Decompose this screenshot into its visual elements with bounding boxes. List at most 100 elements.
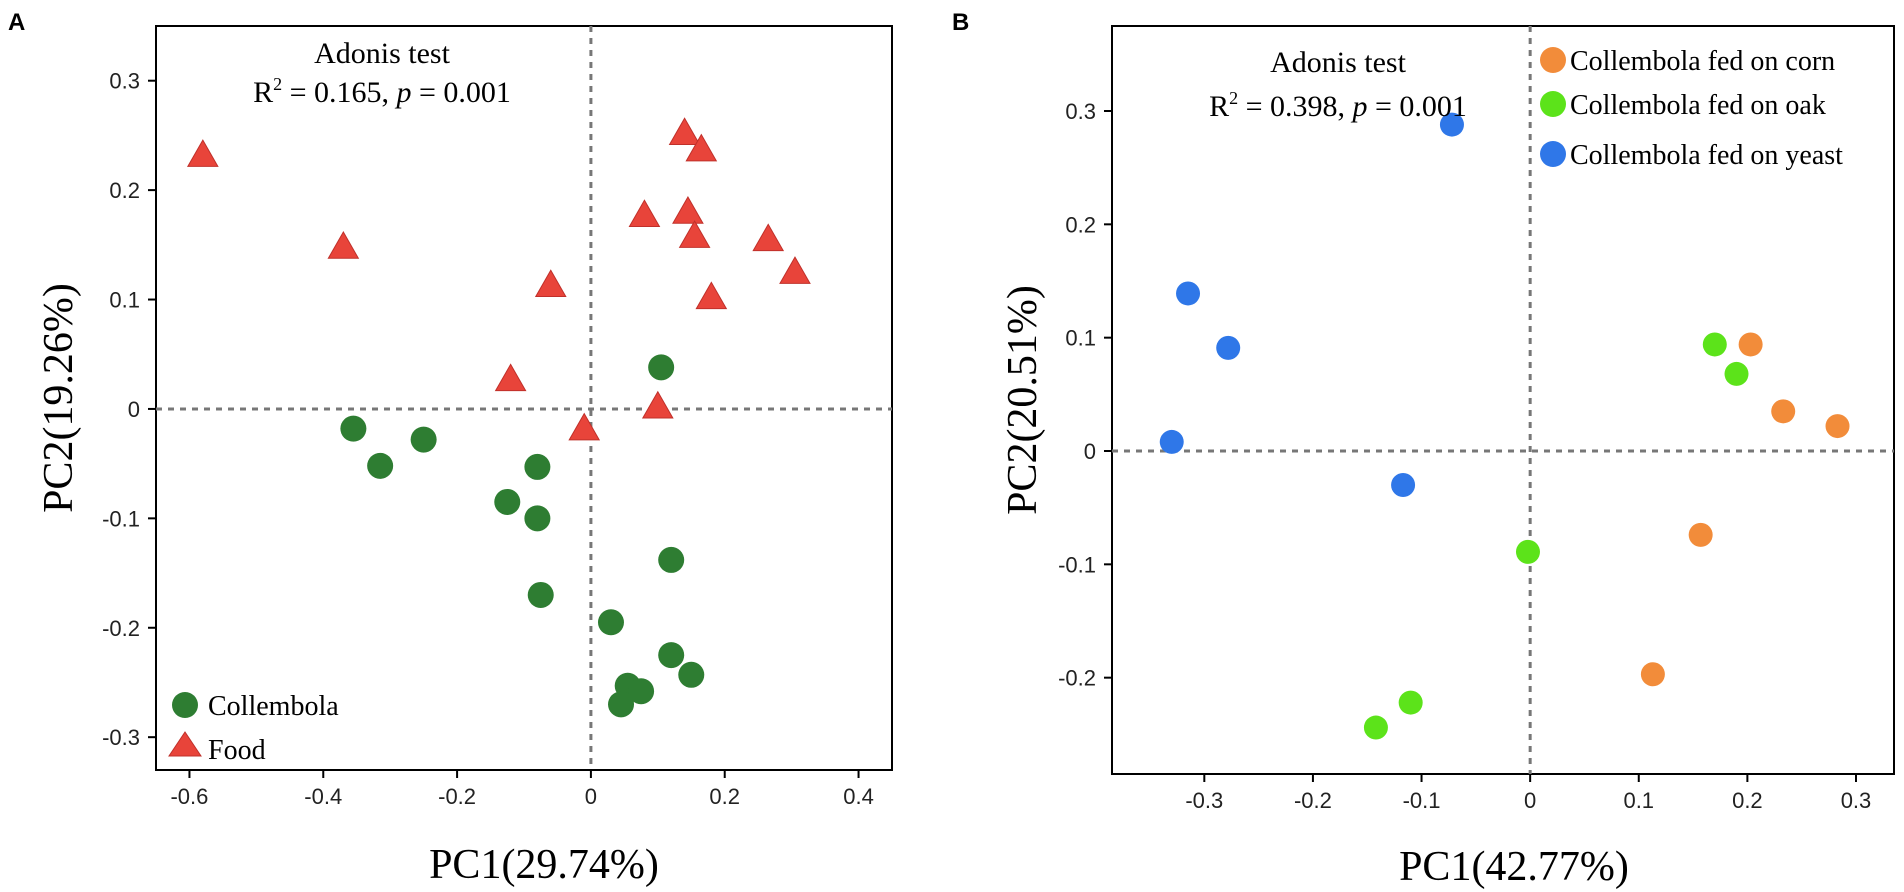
point-collembola xyxy=(658,546,685,573)
x-tick-label: -0.2 xyxy=(438,784,476,809)
y-tick-label: -0.1 xyxy=(1058,552,1096,577)
point-collembola-fed-on-oak xyxy=(1398,690,1423,715)
point-collembola-fed-on-yeast xyxy=(1216,335,1241,360)
point-collembola xyxy=(367,452,394,479)
r-label-b: R xyxy=(1209,90,1229,123)
point-food xyxy=(779,256,811,284)
point-collembola-fed-on-corn xyxy=(1688,522,1713,547)
stat-text-a: = 0.165, xyxy=(282,76,396,109)
point-food xyxy=(186,139,219,167)
y-tick-label: 0.2 xyxy=(1065,212,1096,237)
r-label-a: R xyxy=(253,76,273,109)
x-tick-label: 0.2 xyxy=(709,784,740,809)
point-food xyxy=(695,281,728,310)
x-tick-label: 0 xyxy=(585,784,597,809)
annotation-stat-a: R2 = 0.165, p = 0.001 xyxy=(253,74,511,109)
point-collembola-fed-on-oak xyxy=(1702,332,1727,357)
point-collembola-fed-on-oak xyxy=(1515,539,1540,564)
x-tick-label: 0.1 xyxy=(1623,788,1654,813)
x-tick-label: 0.2 xyxy=(1732,788,1763,813)
legend-label-yeast: Collembola fed on yeast xyxy=(1570,140,1843,171)
legend-label-collembola: Collembola xyxy=(208,691,339,722)
y-tick-label: 0.2 xyxy=(109,178,140,203)
y-axis-title-b: PC2(20.51%) xyxy=(1000,285,1046,515)
point-collembola-fed-on-corn xyxy=(1825,414,1850,439)
point-food xyxy=(668,117,701,145)
x-tick-label: 0.4 xyxy=(843,784,874,809)
panel-a-letter: A xyxy=(8,9,25,36)
legend-label-oak: Collembola fed on oak xyxy=(1570,90,1826,121)
point-food xyxy=(641,390,674,419)
x-tick-label: 0 xyxy=(1524,788,1536,813)
point-collembola xyxy=(340,415,367,442)
x-ticks-b: -0.3 -0.2 -0.1 0 0.1 0.2 0.3 xyxy=(1185,774,1871,813)
p-label-a: p xyxy=(395,76,412,109)
legend-label-food: Food xyxy=(208,735,266,766)
y-tick-label: -0.2 xyxy=(102,616,140,641)
point-collembola-fed-on-yeast xyxy=(1176,281,1201,306)
y-tick-label: 0.1 xyxy=(109,288,140,313)
y-axis-title-a: PC2(19.26%) xyxy=(36,283,82,513)
x-axis-title-b: PC1(42.77%) xyxy=(1399,844,1629,890)
point-food xyxy=(628,199,661,228)
p-text-b: = 0.001 xyxy=(1368,90,1467,123)
x-axis-title-a: PC1(29.74%) xyxy=(429,842,659,888)
y-tick-label: 0 xyxy=(128,397,140,422)
p-label-b: p xyxy=(1351,90,1368,123)
x-tick-label: 0.3 xyxy=(1841,788,1872,813)
point-collembola xyxy=(678,661,705,688)
point-collembola xyxy=(628,678,655,705)
y-tick-label: 0.3 xyxy=(1065,99,1096,124)
point-collembola xyxy=(524,505,551,532)
chart-panel-b: -0.3 -0.2 -0.1 0 0.1 0.2 0.3 0.3 0.2 0.1 0 -0.1 -0.… xyxy=(1000,25,1895,890)
point-collembola-fed-on-corn xyxy=(1771,399,1796,424)
legend-marker-corn xyxy=(1540,47,1566,73)
annotation-stat-b: R2 = 0.398, p = 0.001 xyxy=(1209,88,1467,123)
points-a xyxy=(186,117,811,718)
point-food xyxy=(494,363,527,392)
y-tick-label: 0.3 xyxy=(109,69,140,94)
point-collembola-fed-on-oak xyxy=(1724,361,1749,386)
point-collembola xyxy=(608,691,635,718)
x-tick-label: -0.4 xyxy=(304,784,342,809)
point-collembola xyxy=(524,453,551,480)
x-ticks-a: -0.6 -0.4 -0.2 0 0.2 0.4 xyxy=(170,770,874,809)
legend-marker-oak xyxy=(1540,91,1566,117)
y-ticks-b: 0.3 0.2 0.1 0 -0.1 -0.2 xyxy=(1058,99,1112,691)
stat-text-b: = 0.398, xyxy=(1238,90,1352,123)
annotation-title-b: Adonis test xyxy=(1270,46,1407,79)
y-tick-label: -0.3 xyxy=(102,725,140,750)
legend-label-corn: Collembola fed on corn xyxy=(1570,46,1835,77)
point-collembola xyxy=(527,581,554,608)
plot-frame-a xyxy=(155,25,893,771)
y-tick-label: 0 xyxy=(1084,439,1096,464)
point-food xyxy=(752,223,785,252)
y-tick-label: -0.2 xyxy=(1058,666,1096,691)
points-b xyxy=(1159,112,1850,740)
point-collembola-fed-on-corn xyxy=(1640,662,1665,687)
point-collembola-fed-on-corn xyxy=(1738,332,1763,357)
panel-b-letter: B xyxy=(952,9,969,36)
point-collembola xyxy=(658,642,685,669)
p-text-a: = 0.001 xyxy=(412,76,511,109)
point-collembola xyxy=(494,488,521,515)
point-collembola xyxy=(648,354,675,381)
legend-marker-food xyxy=(168,731,202,757)
x-tick-label: -0.1 xyxy=(1403,788,1441,813)
y-tick-label: -0.1 xyxy=(102,506,140,531)
point-collembola xyxy=(410,426,437,453)
plot-frame-b xyxy=(1111,25,1895,775)
x-tick-label: -0.6 xyxy=(170,784,208,809)
chart-panel-a: -0.6 -0.4 -0.2 0 0.2 0.4 0.30.20.10-0.1-0.2-0… xyxy=(36,25,893,888)
point-food xyxy=(327,231,360,259)
y-ticks-a: 0.3 0.2 0.1 0 -0.1 -0.2 -0.3 xyxy=(102,69,156,750)
point-collembola-fed-on-yeast xyxy=(1391,473,1416,497)
legend-marker-collembola xyxy=(172,692,198,718)
point-collembola-fed-on-oak xyxy=(1363,715,1388,740)
r-sup-b: 2 xyxy=(1229,88,1238,108)
point-collembola xyxy=(597,609,624,636)
y-tick-label: 0.1 xyxy=(1065,326,1096,351)
annotation-title-a: Adonis test xyxy=(314,37,451,70)
x-tick-label: -0.3 xyxy=(1185,788,1223,813)
